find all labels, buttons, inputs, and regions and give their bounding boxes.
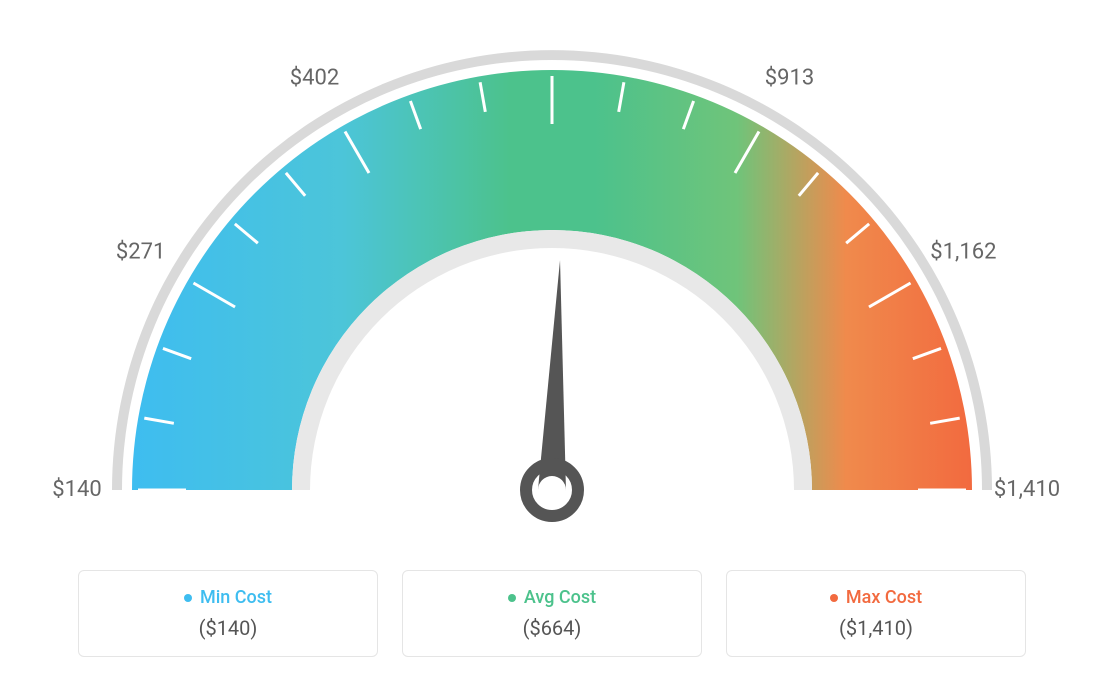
legend-max-text: Max Cost — [846, 587, 922, 608]
legend-min-label: Min Cost — [99, 587, 357, 608]
legend-max-label: Max Cost — [747, 587, 1005, 608]
legend-avg-label: Avg Cost — [423, 587, 681, 608]
legend-avg-box: Avg Cost ($664) — [402, 570, 702, 657]
svg-text:$140: $140 — [52, 477, 101, 502]
gauge-chart: $140$271$402$664$913$1,162$1,410 — [40, 20, 1064, 560]
legend-avg-text: Avg Cost — [524, 587, 596, 608]
legend-max-dot-icon — [830, 594, 838, 602]
legend-min-value: ($140) — [99, 616, 357, 640]
legend-avg-value: ($664) — [423, 616, 681, 640]
gauge-wrap: $140$271$402$664$913$1,162$1,410 — [40, 20, 1064, 540]
chart-container: $140$271$402$664$913$1,162$1,410 Min Cos… — [0, 0, 1104, 690]
legend-min-dot-icon — [184, 594, 192, 602]
svg-text:$402: $402 — [290, 66, 339, 91]
svg-text:$1,162: $1,162 — [930, 240, 996, 265]
svg-text:$271: $271 — [116, 240, 165, 265]
legend-max-value: ($1,410) — [747, 616, 1005, 640]
svg-text:$1,410: $1,410 — [994, 477, 1060, 502]
svg-text:$913: $913 — [765, 66, 814, 91]
legend-min-text: Min Cost — [200, 587, 272, 608]
legend-max-box: Max Cost ($1,410) — [726, 570, 1026, 657]
legend: Min Cost ($140) Avg Cost ($664) Max Cost… — [40, 570, 1064, 657]
legend-min-box: Min Cost ($140) — [78, 570, 378, 657]
legend-avg-dot-icon — [508, 594, 516, 602]
